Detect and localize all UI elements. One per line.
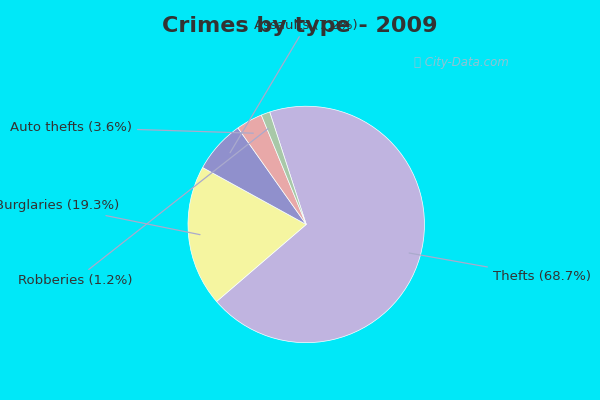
Text: Crimes by type - 2009: Crimes by type - 2009: [162, 16, 438, 36]
Text: Auto thefts (3.6%): Auto thefts (3.6%): [10, 121, 253, 134]
Wedge shape: [217, 106, 424, 343]
Text: ⓘ City-Data.com: ⓘ City-Data.com: [414, 56, 509, 70]
Text: Robberies (1.2%): Robberies (1.2%): [17, 128, 268, 287]
Wedge shape: [238, 115, 306, 224]
Text: Thefts (68.7%): Thefts (68.7%): [409, 253, 591, 283]
Text: Burglaries (19.3%): Burglaries (19.3%): [0, 199, 200, 235]
Wedge shape: [188, 168, 306, 302]
Text: Assaults (7.2%): Assaults (7.2%): [230, 18, 358, 153]
Wedge shape: [203, 128, 306, 224]
Wedge shape: [262, 112, 306, 224]
